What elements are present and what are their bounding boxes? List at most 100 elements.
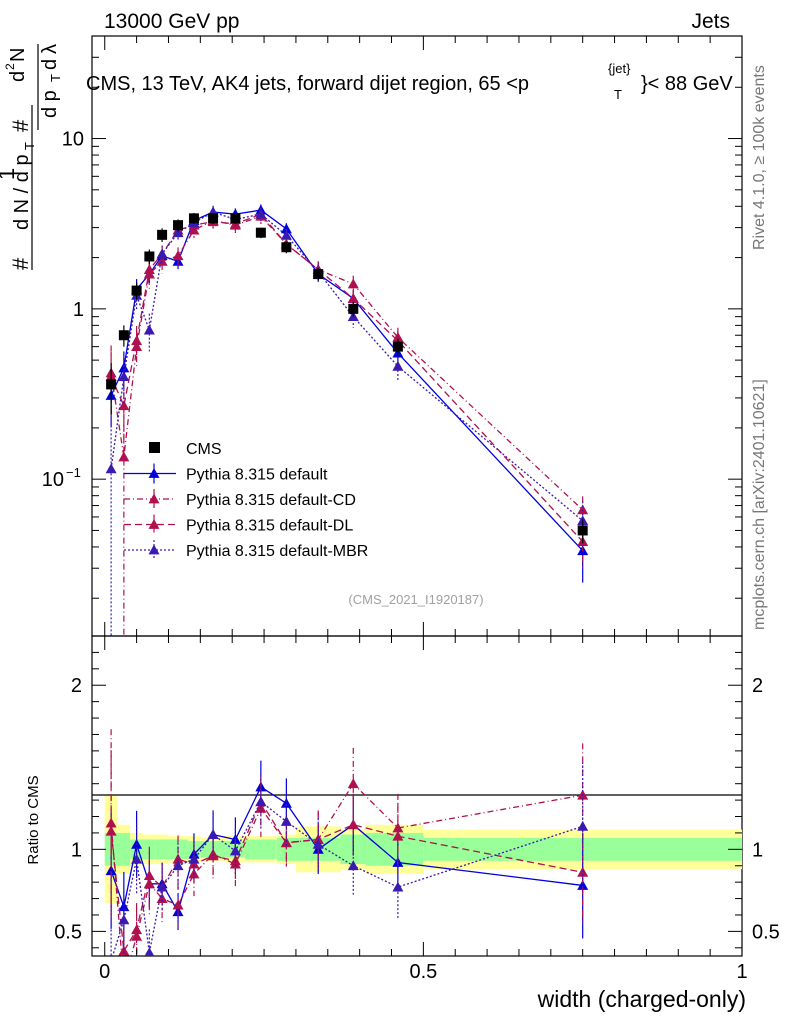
mc-marker-3 xyxy=(172,227,184,238)
svg-text:#: # xyxy=(8,119,33,132)
ratio-marker-0 xyxy=(280,797,292,808)
svg-text:d N / d p: d N / d p xyxy=(11,154,33,230)
mc-marker-3 xyxy=(118,371,130,382)
ratio-marker-2 xyxy=(392,830,404,841)
mc-marker-3 xyxy=(255,208,267,219)
cms-data-point xyxy=(255,227,266,238)
cms-data-point xyxy=(281,242,292,253)
svg-text:T: T xyxy=(22,142,37,150)
cms-data-point xyxy=(577,525,588,536)
svg-text:2: 2 xyxy=(3,63,17,70)
ratio-marker-3 xyxy=(255,796,267,807)
legend-marker xyxy=(148,493,160,504)
ratio-marker-3 xyxy=(131,853,143,864)
ratio-marker-2 xyxy=(143,870,155,880)
legend-label: Pythia 8.315 default-CD xyxy=(186,492,356,509)
ratio-marker-1 xyxy=(118,977,129,987)
ratio-y-axis-label: Ratio to CMS xyxy=(25,775,42,864)
mc-marker-3 xyxy=(105,463,117,474)
ratio-marker-2 xyxy=(172,853,184,864)
legend-label: Pythia 8.315 default xyxy=(186,467,328,484)
ratio-plot-frame xyxy=(91,635,743,957)
legend-label: CMS xyxy=(186,441,222,458)
ratio-marker-1 xyxy=(347,778,359,789)
mc-marker-2 xyxy=(347,293,359,303)
ratio-marker-3 xyxy=(577,820,589,831)
ratio-marker-2 xyxy=(105,825,117,836)
legend-marker xyxy=(148,519,160,529)
svg-text:1: 1 xyxy=(0,168,19,180)
ratio-marker-1 xyxy=(131,930,143,941)
y-axis-label: # d N / d p T 1 # d p T d λ d 2 N xyxy=(0,44,63,270)
ratio-marker-3 xyxy=(172,860,184,871)
legend-label: Pythia 8.315 default-DL xyxy=(186,518,353,535)
mc-marker-1 xyxy=(131,341,143,352)
legend: CMS Pythia 8.315 default Pythia 8.315 defa… xyxy=(124,441,368,560)
mc-marker-2 xyxy=(143,264,155,275)
title-sub: T xyxy=(614,87,622,102)
ratio-marker-0 xyxy=(577,879,589,890)
ratio-tick-label-right: 2 xyxy=(752,675,763,697)
x-tick-label: 1 xyxy=(736,961,747,983)
ratio-marker-2 xyxy=(347,819,359,830)
ratio-marker-3 xyxy=(229,845,241,856)
y-tick-label: 10 xyxy=(42,469,64,491)
ratio-tick-label: 1 xyxy=(71,839,82,861)
svg-text:λ: λ xyxy=(39,44,61,54)
ratio-tick-label-right: 0.5 xyxy=(752,921,780,943)
plot-title: CMS, 13 TeV, AK4 jets, forward dijet reg… xyxy=(86,61,733,102)
ratio-stat-band xyxy=(117,832,131,866)
cms-data-point xyxy=(188,213,199,224)
cms-data-point xyxy=(313,269,324,280)
ratio-marker-3 xyxy=(312,838,324,849)
ratio-marker-0 xyxy=(105,865,117,876)
ratio-marker-3 xyxy=(118,914,130,925)
title-tail: }< 88 GeV xyxy=(641,73,733,95)
ratio-marker-3 xyxy=(347,860,359,871)
mc-marker-3 xyxy=(280,229,292,240)
ratio-tick-label: 2 xyxy=(71,675,82,697)
cms-data-point xyxy=(230,213,241,224)
ratio-line-3 xyxy=(111,800,583,956)
cms-data-point xyxy=(144,251,155,262)
mc-marker-1 xyxy=(118,451,130,462)
mc-marker-0 xyxy=(280,223,292,234)
ratio-marker-3 xyxy=(110,955,112,956)
y-tick-label: 1 xyxy=(73,299,84,321)
main-series-layer xyxy=(105,204,589,636)
ratio-marker-2 xyxy=(118,945,130,956)
cms-data-point xyxy=(157,229,168,240)
mc-marker-1 xyxy=(172,250,184,261)
ratio-marker-1 xyxy=(172,899,184,910)
y-tick-exponent: −1 xyxy=(66,465,81,480)
cms-data-point xyxy=(392,341,403,352)
svg-text:d: d xyxy=(7,71,29,82)
title-main: CMS, 13 TeV, AK4 jets, forward dijet reg… xyxy=(86,73,529,95)
mc-marker-1 xyxy=(347,278,359,289)
cms-data-point xyxy=(208,213,219,224)
analysis-id-label: (CMS_2021_I1920187) xyxy=(348,592,483,607)
cms-data-point xyxy=(173,220,184,231)
svg-text:#: # xyxy=(8,257,33,270)
ratio-marker-0 xyxy=(118,901,130,912)
mcplots-label: mcplots.cern.ch [arXiv:2401.10621] xyxy=(751,379,768,630)
ratio-marker-3 xyxy=(280,815,292,826)
legend-marker xyxy=(148,468,160,478)
x-tick-label: 0.5 xyxy=(409,961,437,983)
ratio-stat-band xyxy=(155,839,169,860)
ratio-marker-3 xyxy=(188,853,200,864)
rivet-version-label: Rivet 4.1.0, ≥ 100k events xyxy=(751,65,768,250)
legend-cms-marker xyxy=(149,442,160,453)
ratio-stat-band xyxy=(244,839,277,860)
category-label: Jets xyxy=(691,10,730,33)
energy-label: 13000 GeV pp xyxy=(104,10,239,33)
mc-line-1 xyxy=(110,215,584,511)
ratio-tick-label-right: 1 xyxy=(752,839,763,861)
ratio-uncertainty-bands xyxy=(104,795,742,904)
cms-data-point xyxy=(106,379,117,390)
ratio-series-layer xyxy=(105,729,589,987)
ratio-marker-3 xyxy=(207,829,219,839)
